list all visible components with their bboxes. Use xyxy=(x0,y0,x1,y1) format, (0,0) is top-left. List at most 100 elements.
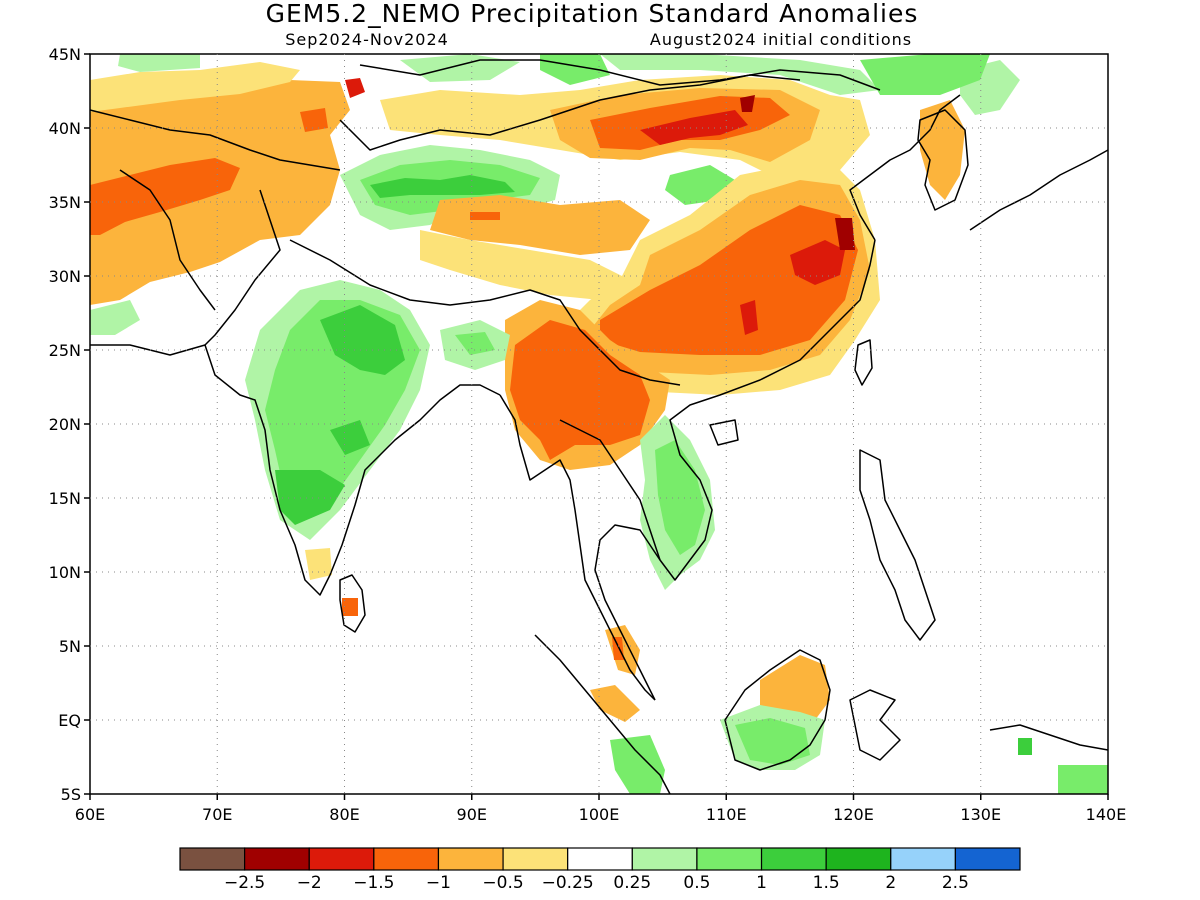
colorbar: −2.5 −2 −1.5 −1 −0.5 −0.25 0.25 0.5 1 1.5 2 2.5 xyxy=(179,847,1021,893)
anomaly-region-plateau-dry xyxy=(430,195,650,255)
anomaly-region-east-china-strong xyxy=(600,205,858,355)
anomaly-region-kyrgyz-orange xyxy=(300,108,328,132)
lat-tick-label: 5S xyxy=(61,785,81,804)
colorbar-label: −0.25 xyxy=(542,873,594,893)
lon-tick-label: 130E xyxy=(960,805,1001,824)
anomaly-region-siberia-wet xyxy=(600,54,880,95)
coastline-korea xyxy=(917,109,969,211)
anomaly-region-sri-lanka-dry xyxy=(342,598,358,616)
anomaly-region-myanmar-strong xyxy=(510,320,650,460)
colorbar-swatch xyxy=(373,847,440,871)
longitude-labels: 60E 70E 80E 90E 100E 110E 120E 130E 140E xyxy=(75,805,1127,824)
anomaly-field xyxy=(90,54,1108,794)
border-india-pakistan xyxy=(204,189,281,346)
lat-tick-label: 15N xyxy=(49,489,81,508)
lat-tick-label: 45N xyxy=(49,45,81,64)
colorbar-label: 0.5 xyxy=(683,873,710,893)
border-mongolia xyxy=(359,59,881,91)
border-central-asia xyxy=(89,109,341,171)
colorbar-swatch xyxy=(890,847,956,871)
anomaly-region-altai-wet xyxy=(400,54,520,82)
anomaly-region-borneo-dry xyxy=(760,655,830,720)
colorbar-swatch xyxy=(244,847,310,871)
colorbar-label: −2.5 xyxy=(224,873,265,893)
coastline-indochina xyxy=(594,239,876,701)
lon-tick-label: 110E xyxy=(706,805,747,824)
colorbar-swatch xyxy=(308,847,375,871)
coastline-taiwan xyxy=(854,339,873,386)
anomaly-region-bengal-wet-green xyxy=(455,332,495,355)
border-himalaya xyxy=(289,239,681,386)
lat-tick-label: 40N xyxy=(49,119,81,138)
lat-tick-label: 35N xyxy=(49,193,81,212)
anomaly-region-sumatra-dry xyxy=(590,685,640,722)
colorbar-label: 1 xyxy=(756,873,767,893)
colorbar-swatch xyxy=(567,847,633,871)
border-indochina xyxy=(559,419,661,561)
lon-tick-label: 90E xyxy=(457,805,487,824)
anomaly-region-kazakh-small-strong xyxy=(345,78,365,98)
colorbar-swatch xyxy=(760,847,827,871)
lon-tick-label: 100E xyxy=(579,805,620,824)
lat-tick-label: EQ xyxy=(58,711,81,730)
colorbar-label: −1.5 xyxy=(353,873,394,893)
coastline-borneo xyxy=(724,649,831,771)
border-iran-afghan xyxy=(119,169,216,311)
colorbar-swatch xyxy=(179,847,246,871)
lon-tick-label: 60E xyxy=(75,805,105,824)
anomaly-region-kazakh-wet xyxy=(118,54,200,72)
lat-tick-label: 10N xyxy=(49,563,81,582)
border-china-west xyxy=(339,74,801,151)
colorbar-label: 0.25 xyxy=(613,873,651,893)
anomaly-region-sichuan-red xyxy=(740,300,758,335)
anomaly-region-vietnam-wet-green xyxy=(655,440,705,555)
lon-tick-label: 140E xyxy=(1086,805,1127,824)
coastline-myanmar-malay xyxy=(499,394,656,701)
lon-tick-label: 70E xyxy=(202,805,232,824)
anomaly-region-tibet-wet-mid xyxy=(370,175,515,198)
colorbar-label: −0.5 xyxy=(482,873,523,893)
anomaly-region-yangtze-dark-red xyxy=(835,218,855,250)
anomaly-region-plateau-strong xyxy=(470,212,500,220)
colorbar-label: 1.5 xyxy=(813,873,840,893)
anomaly-region-sulawesi-wet xyxy=(1018,738,1032,755)
colorbar-label: 2 xyxy=(885,873,896,893)
colorbar-label: −2 xyxy=(297,873,322,893)
latitude-labels: 45N 40N 35N 30N 25N 20N 15N 10N 5N EQ 5S xyxy=(49,45,81,804)
anomaly-region-west-asia-strong xyxy=(90,158,240,235)
colorbar-swatch xyxy=(437,847,504,871)
anomaly-region-new-guinea-wet xyxy=(1058,765,1108,794)
colorbar-label: −1 xyxy=(426,873,451,893)
coastline-new-guinea xyxy=(989,724,1109,751)
lat-tick-label: 5N xyxy=(59,637,81,656)
coastline-hainan xyxy=(709,419,739,446)
colorbar-label: 2.5 xyxy=(942,873,969,893)
lon-tick-label: 120E xyxy=(833,805,874,824)
anomaly-region-south-india-yellow xyxy=(305,548,332,580)
season-label: Sep2024-Nov2024 xyxy=(285,30,449,49)
colorbar-swatch xyxy=(502,847,569,871)
coastline-japan xyxy=(969,149,1109,231)
anomaly-region-gobi-dark-red xyxy=(740,95,755,112)
anomaly-region-arabia-wet xyxy=(90,300,140,335)
anomaly-region-inner-mongolia-red xyxy=(640,110,748,145)
lat-tick-label: 20N xyxy=(49,415,81,434)
anomaly-region-plateau-dry-yellow xyxy=(420,230,630,300)
anomaly-region-manchuria-wet xyxy=(860,54,990,95)
initial-conditions-label: August2024 initial conditions xyxy=(650,30,912,49)
colorbar-swatch xyxy=(696,847,763,871)
colorbar-swatch xyxy=(631,847,698,871)
anomaly-region-india-mid-wet-center xyxy=(330,420,370,455)
anomaly-region-siberia-green xyxy=(540,54,610,85)
anomaly-region-north-light-orange xyxy=(90,62,300,112)
anomaly-region-india-mid-wet-south xyxy=(275,470,345,525)
coastline-philippines xyxy=(859,449,936,641)
anomaly-region-malay-strong xyxy=(612,637,624,660)
lat-tick-label: 30N xyxy=(49,267,81,286)
coastline-sulawesi xyxy=(849,689,901,761)
lat-tick-label: 25N xyxy=(49,341,81,360)
anomaly-region-east-china-red xyxy=(790,240,845,285)
coastline-sumatra xyxy=(534,634,671,795)
colorbar-swatch xyxy=(954,847,1021,871)
